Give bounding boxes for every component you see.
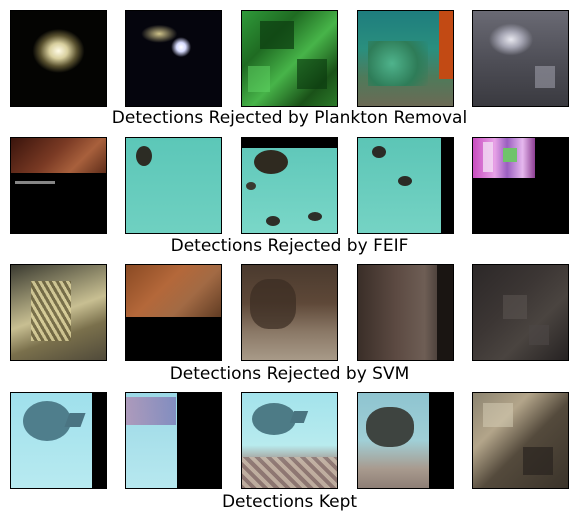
thumbnail-plankton-1	[10, 10, 107, 107]
caption-kept: Detections Kept	[221, 492, 358, 512]
caption-plankton-removal: Detections Rejected by Plankton Removal	[111, 108, 468, 128]
thumbnail-kept-2	[125, 392, 222, 489]
thumbnail-feif-3	[241, 137, 338, 234]
thumbnail-kept-3	[241, 392, 338, 489]
thumbnail-plankton-5	[472, 10, 569, 107]
caption-svm: Detections Rejected by SVM	[169, 364, 410, 384]
thumbnail-svm-2	[125, 264, 222, 361]
thumbnail-plankton-2	[125, 10, 222, 107]
thumbnail-feif-2	[125, 137, 222, 234]
row-svm	[0, 264, 579, 361]
thumbnail-plankton-4	[357, 10, 454, 107]
row-kept	[0, 392, 579, 489]
thumbnail-feif-1	[10, 137, 107, 234]
thumbnail-feif-5	[472, 137, 569, 234]
thumbnail-kept-5	[472, 392, 569, 489]
thumbnail-kept-4	[357, 392, 454, 489]
thumbnail-svm-4	[357, 264, 454, 361]
row-feif	[0, 137, 579, 234]
thumbnail-kept-1	[10, 392, 107, 489]
thumbnail-svm-3	[241, 264, 338, 361]
thumbnail-feif-4	[357, 137, 454, 234]
thumbnail-svm-5	[472, 264, 569, 361]
caption-feif: Detections Rejected by FEIF	[170, 236, 409, 256]
thumbnail-plankton-3	[241, 10, 338, 107]
row-plankton-removal	[0, 10, 579, 107]
thumbnail-svm-1	[10, 264, 107, 361]
